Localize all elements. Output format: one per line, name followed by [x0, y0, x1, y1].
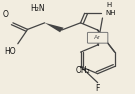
Text: OH₂: OH₂	[76, 66, 90, 75]
Text: H: H	[106, 2, 112, 8]
Text: F: F	[95, 84, 100, 93]
Text: O: O	[3, 10, 9, 19]
Text: NH: NH	[105, 10, 115, 16]
Text: H₂N: H₂N	[30, 4, 45, 13]
Text: Ar: Ar	[94, 35, 101, 40]
Polygon shape	[45, 23, 64, 32]
Text: HO: HO	[5, 47, 16, 56]
FancyBboxPatch shape	[87, 32, 108, 43]
